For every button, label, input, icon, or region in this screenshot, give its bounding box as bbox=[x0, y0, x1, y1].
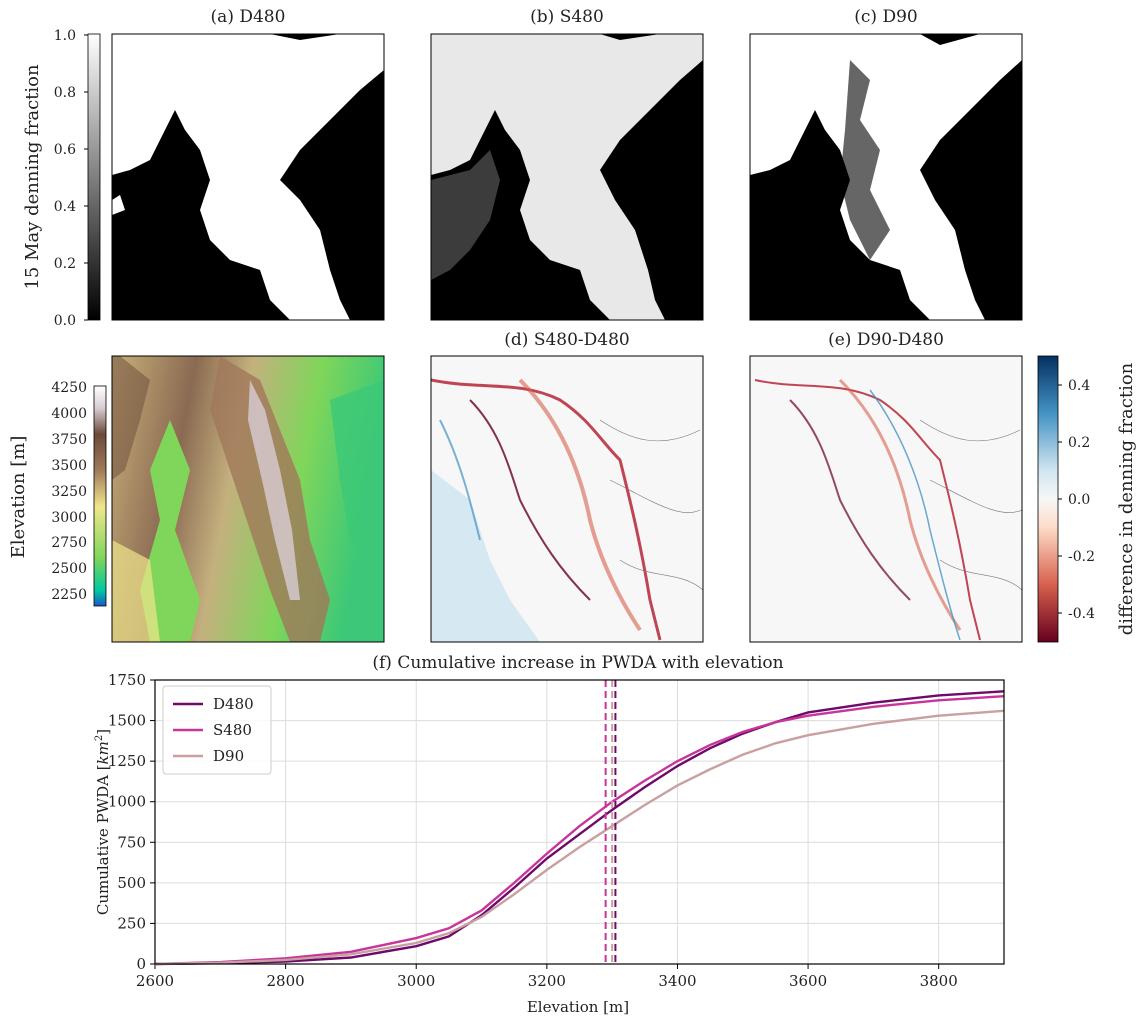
legend-label: S480 bbox=[213, 721, 252, 739]
elevation-tick: 3000 bbox=[51, 510, 87, 526]
elevation-tick: 4250 bbox=[51, 380, 87, 396]
y-tick-label: 1250 bbox=[108, 752, 146, 770]
elevation-tick: 3500 bbox=[51, 458, 87, 474]
x-tick-label: 3800 bbox=[920, 972, 958, 990]
elevation-tick: 3250 bbox=[51, 484, 87, 500]
difference-tick: 0.2 bbox=[1068, 435, 1090, 451]
difference-colorbar-ticks: -0.4 -0.2 0.0 0.2 0.4 bbox=[1068, 378, 1095, 622]
x-tick-label: 3200 bbox=[528, 972, 566, 990]
y-tick-label: 0 bbox=[136, 955, 146, 973]
denning-colorbar-label: 15 May denning fraction bbox=[22, 64, 43, 290]
difference-tick: 0.4 bbox=[1068, 378, 1090, 394]
elevation-colorbar bbox=[93, 385, 107, 607]
difference-tick: 0.0 bbox=[1068, 492, 1090, 508]
panel-a-map bbox=[112, 34, 384, 320]
elevation-tick: 4000 bbox=[51, 406, 87, 422]
legend-label: D90 bbox=[213, 747, 244, 765]
elevation-tick: 2500 bbox=[51, 561, 87, 577]
panel-a-white-region bbox=[112, 34, 384, 320]
elevation-tick: 3750 bbox=[51, 432, 87, 448]
x-tick-label: 3400 bbox=[658, 972, 696, 990]
line-chart: 2600 2800 3000 3200 3400 3600 3800 0 250 500 750 10… bbox=[108, 671, 1005, 990]
elevation-map bbox=[112, 356, 384, 642]
elevation-colorbar-label: Elevation [m] bbox=[8, 436, 29, 559]
difference-tick: -0.4 bbox=[1068, 606, 1095, 622]
y-tick-label: 750 bbox=[117, 833, 146, 851]
plot-frame bbox=[154, 679, 1005, 965]
denning-colorbar bbox=[87, 33, 101, 321]
elevation-tick: 2250 bbox=[51, 587, 87, 603]
denning-tick: 1.0 bbox=[54, 28, 76, 44]
legend-label: D480 bbox=[213, 695, 254, 713]
denning-tick: 0.8 bbox=[54, 85, 76, 101]
y-tick-label: 250 bbox=[117, 914, 146, 932]
panel-b-map bbox=[431, 34, 703, 320]
y-tick-label: 500 bbox=[117, 874, 146, 892]
difference-colorbar bbox=[1037, 355, 1059, 643]
elevation-colorbar-ticks: 2250 2500 2750 3000 3250 3500 3750 4000 … bbox=[51, 380, 87, 603]
panel-c-title: (c) D90 bbox=[854, 7, 917, 27]
panel-d-title: (d) S480-D480 bbox=[504, 330, 629, 350]
x-tick-label: 3000 bbox=[397, 972, 435, 990]
difference-colorbar-label: difference in denning fraction bbox=[1116, 362, 1137, 635]
elevation-tick: 2750 bbox=[51, 535, 87, 551]
panel-e-map bbox=[750, 356, 1022, 642]
panel-a-title: (a) D480 bbox=[211, 7, 286, 27]
x-tick-label: 2800 bbox=[267, 972, 305, 990]
denning-tick: 0.4 bbox=[54, 199, 76, 215]
denning-colorbar-ticks: 0.0 0.2 0.4 0.6 0.8 1.0 bbox=[54, 28, 76, 329]
y-tick-label: 1750 bbox=[108, 671, 146, 689]
legend-box bbox=[162, 685, 272, 775]
x-axis-label: Elevation [m] bbox=[527, 998, 629, 1016]
series-line-s480 bbox=[154, 695, 1005, 966]
panel-e-title: (e) D90-D480 bbox=[828, 330, 944, 350]
difference-tick: -0.2 bbox=[1068, 549, 1095, 565]
y-axis-label: Cumulative PWDA [km2] bbox=[94, 729, 112, 915]
panel-d-map bbox=[431, 356, 703, 642]
x-tick-label: 3600 bbox=[789, 972, 827, 990]
chart-title: (f) Cumulative increase in PWDA with ele… bbox=[372, 653, 783, 673]
series-line-d480 bbox=[154, 690, 1005, 966]
y-tick-label: 1000 bbox=[108, 793, 146, 811]
panel-c-map bbox=[750, 34, 1022, 320]
y-tick-label: 1500 bbox=[108, 712, 146, 730]
series-line-d90 bbox=[154, 709, 1005, 966]
panel-b-title: (b) S480 bbox=[530, 7, 604, 27]
denning-tick: 0.2 bbox=[54, 256, 76, 272]
denning-tick: 0.0 bbox=[54, 313, 76, 329]
x-tick-label: 2600 bbox=[136, 972, 174, 990]
denning-tick: 0.6 bbox=[54, 142, 76, 158]
